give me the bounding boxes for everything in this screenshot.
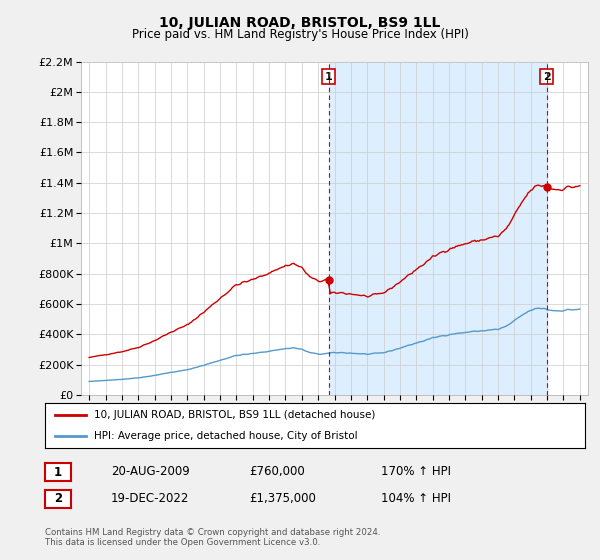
Text: Contains HM Land Registry data © Crown copyright and database right 2024.
This d: Contains HM Land Registry data © Crown c… (45, 528, 380, 547)
Text: £1,375,000: £1,375,000 (249, 492, 316, 505)
Text: 170% ↑ HPI: 170% ↑ HPI (381, 465, 451, 478)
Text: HPI: Average price, detached house, City of Bristol: HPI: Average price, detached house, City… (94, 431, 357, 441)
Bar (329, 62, 547, 395)
Text: Price paid vs. HM Land Registry's House Price Index (HPI): Price paid vs. HM Land Registry's House … (131, 28, 469, 41)
Text: 10, JULIAN ROAD, BRISTOL, BS9 1LL: 10, JULIAN ROAD, BRISTOL, BS9 1LL (160, 16, 440, 30)
Text: £760,000: £760,000 (249, 465, 305, 478)
Text: 20-AUG-2009: 20-AUG-2009 (111, 465, 190, 478)
Text: 1: 1 (325, 72, 332, 82)
Text: 10, JULIAN ROAD, BRISTOL, BS9 1LL (detached house): 10, JULIAN ROAD, BRISTOL, BS9 1LL (detac… (94, 410, 375, 421)
Text: 19-DEC-2022: 19-DEC-2022 (111, 492, 190, 505)
Text: 104% ↑ HPI: 104% ↑ HPI (381, 492, 451, 505)
Text: 2: 2 (54, 492, 62, 506)
Text: 2: 2 (543, 72, 550, 82)
Text: 1: 1 (54, 465, 62, 479)
